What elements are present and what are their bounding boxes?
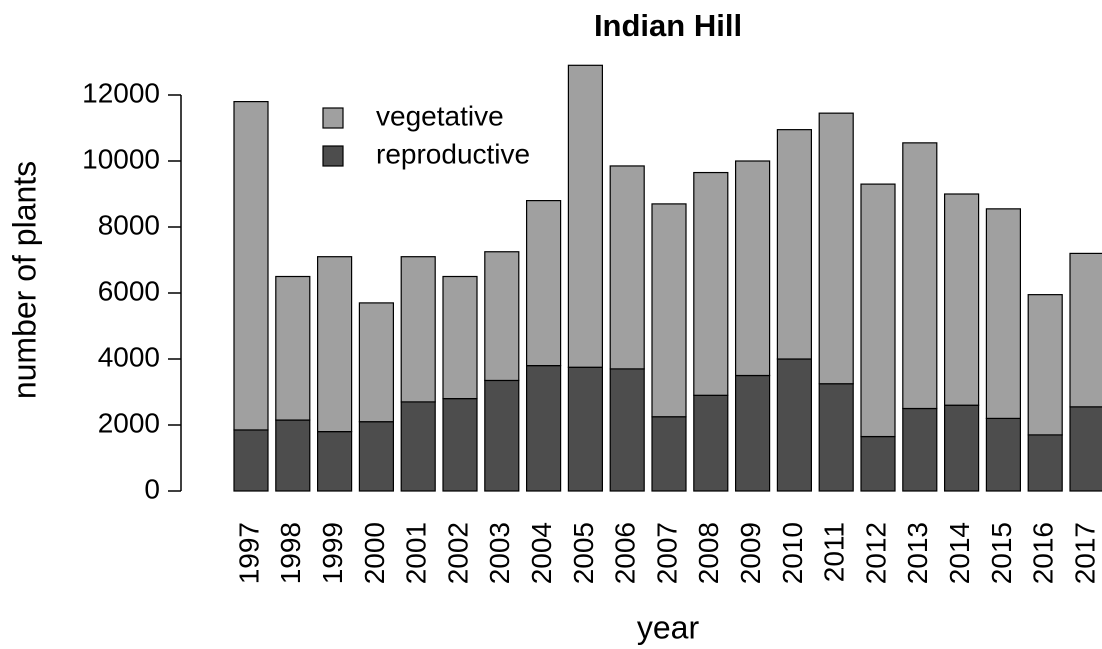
y-tick-label: 2000: [98, 407, 160, 438]
bar-segment: [233, 100, 269, 431]
x-tick-label: 2016: [1028, 522, 1059, 584]
bar-segment: [902, 407, 938, 492]
bar-segment: [860, 183, 896, 438]
bar-segment: [1069, 252, 1102, 408]
y-tick-label: 8000: [98, 209, 160, 240]
x-tick-label: 2012: [860, 522, 891, 584]
x-tick-label: 2000: [359, 522, 390, 584]
bar-segment: [943, 404, 980, 492]
bar-segment: [317, 431, 353, 492]
bar-segment: [734, 160, 771, 377]
x-tick-label: 2015: [986, 522, 1017, 584]
bar-segment: [1027, 434, 1063, 492]
x-tick-label: 2002: [442, 522, 473, 584]
bar-segment: [776, 129, 813, 360]
x-axis-label: year: [637, 609, 700, 645]
legend-swatch: [322, 107, 344, 129]
bar-segment: [818, 383, 854, 492]
x-tick-label: 2011: [819, 522, 850, 582]
legend-label: reproductive: [376, 138, 530, 169]
x-tick-label: 2007: [651, 522, 682, 584]
bar-segment: [651, 416, 687, 492]
y-tick-label: 0: [144, 473, 160, 504]
x-tick-label: 1998: [275, 522, 306, 584]
x-tick-label: 2010: [777, 522, 808, 584]
bar-segment: [1027, 294, 1063, 436]
bar-segment: [484, 379, 520, 492]
bar-segment: [358, 302, 394, 423]
chart-title: Indian Hill: [594, 8, 742, 43]
bar-segment: [358, 421, 394, 492]
bar-segment: [609, 368, 645, 492]
x-tick-label: 2008: [693, 522, 724, 584]
bar-segment: [776, 358, 813, 492]
bar-segment: [525, 365, 562, 492]
bar-segment: [609, 165, 645, 370]
x-tick-label: 2009: [735, 522, 766, 584]
bar-segment: [902, 142, 938, 410]
bar-segment: [818, 112, 854, 385]
bar-segment: [567, 64, 604, 368]
bar-segment: [400, 256, 436, 403]
bar-segment: [734, 374, 771, 492]
bar-segment: [484, 251, 520, 382]
bar-segment: [442, 398, 478, 492]
bar-segment: [693, 171, 729, 396]
x-tick-label: 1997: [233, 522, 264, 584]
bar-segment: [693, 394, 729, 492]
bar-segment: [943, 193, 980, 406]
bar-segment: [985, 417, 1022, 492]
y-tick-label: 6000: [98, 275, 160, 306]
bar-segment: [442, 275, 478, 400]
bar-segment: [567, 366, 604, 492]
x-tick-label: 2001: [401, 522, 432, 584]
x-tick-label: 2013: [902, 522, 933, 584]
bar-segment: [317, 256, 353, 433]
x-tick-label: 2003: [484, 522, 515, 584]
x-tick-label: 2006: [610, 522, 641, 584]
x-tick-label: 2005: [568, 522, 599, 584]
bar-segment: [860, 435, 896, 492]
bar-segment: [233, 429, 269, 492]
bar-segment: [400, 401, 436, 492]
y-tick-label: 4000: [98, 341, 160, 372]
x-tick-label: 1999: [317, 522, 348, 584]
x-tick-label: 2014: [944, 522, 975, 584]
bar-segment: [525, 200, 562, 367]
legend-label: vegetative: [376, 100, 504, 131]
y-tick-label: 10000: [82, 143, 160, 174]
legend-swatch: [322, 145, 344, 167]
bar-segment: [275, 275, 311, 421]
bar-segment: [275, 419, 311, 492]
y-tick-label: 12000: [82, 77, 160, 108]
bar-segment: [985, 208, 1022, 420]
x-tick-label: 2017: [1069, 522, 1100, 584]
y-axis-label: number of plants: [6, 161, 42, 399]
x-tick-label: 2004: [526, 522, 557, 584]
bar-segment: [651, 203, 687, 418]
bar-segment: [1069, 406, 1102, 492]
